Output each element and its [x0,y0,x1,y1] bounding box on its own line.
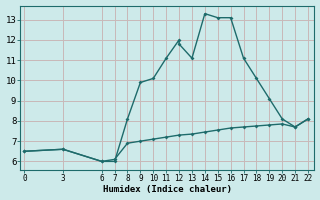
X-axis label: Humidex (Indice chaleur): Humidex (Indice chaleur) [103,185,232,194]
